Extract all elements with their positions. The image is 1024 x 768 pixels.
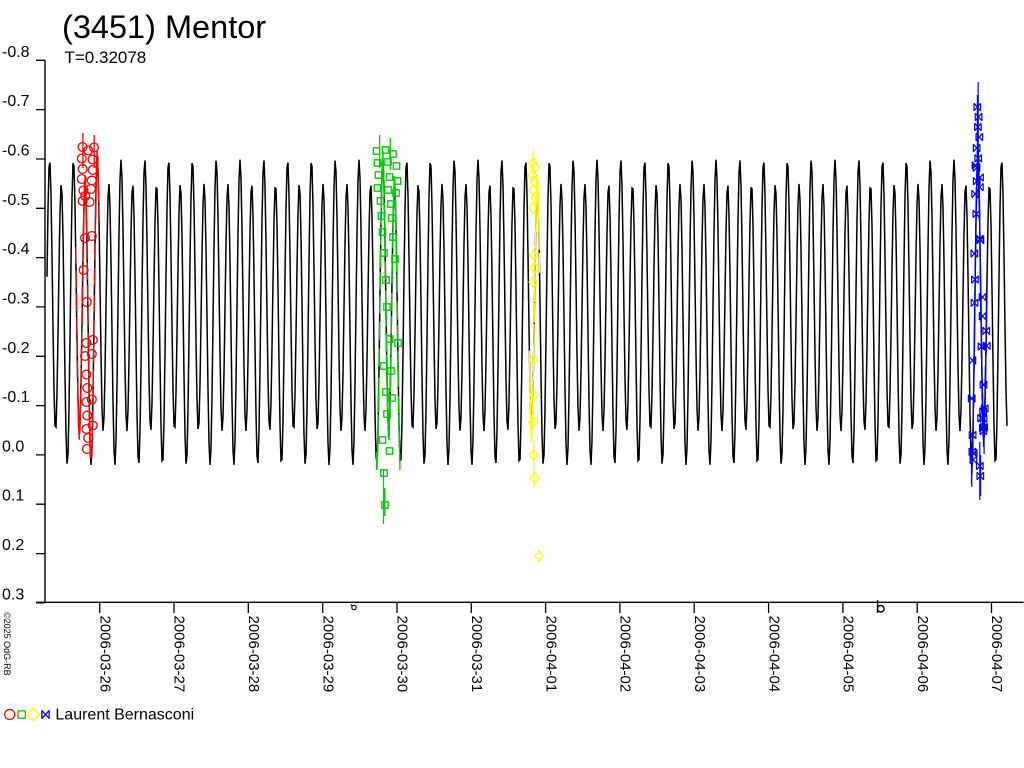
svg-text:Laurent Bernasconi: Laurent Bernasconi: [55, 707, 194, 724]
svg-text:2006-03-27: 2006-03-27: [171, 616, 188, 693]
svg-text:©2025 OdG-RB: ©2025 OdG-RB: [2, 612, 12, 676]
svg-text:0.3: 0.3: [2, 586, 24, 603]
svg-text:2006-04-01: 2006-04-01: [542, 616, 559, 693]
svg-text:-0.4: -0.4: [2, 241, 30, 258]
svg-text:-0.2: -0.2: [2, 340, 30, 357]
svg-text:2006-04-04: 2006-04-04: [765, 616, 782, 693]
svg-text:2006-03-31: 2006-03-31: [468, 616, 485, 693]
svg-text:2006-03-29: 2006-03-29: [319, 616, 336, 693]
svg-text:-0.8: -0.8: [2, 44, 30, 61]
svg-text:2006-03-26: 2006-03-26: [96, 616, 113, 693]
svg-text:-0.6: -0.6: [2, 143, 30, 160]
svg-text:-0.1: -0.1: [2, 389, 30, 406]
svg-text:0.0: 0.0: [2, 438, 24, 455]
svg-text:T=0.32078: T=0.32078: [65, 48, 147, 67]
svg-text:2006-04-07: 2006-04-07: [988, 616, 1005, 693]
svg-text:2006-03-30: 2006-03-30: [394, 616, 411, 693]
svg-text:0.1: 0.1: [2, 488, 24, 505]
svg-text:-0.5: -0.5: [2, 192, 30, 209]
svg-text:2006-04-03: 2006-04-03: [691, 616, 708, 693]
svg-text:-0.7: -0.7: [2, 93, 30, 110]
svg-text:2006-03-28: 2006-03-28: [245, 616, 262, 693]
svg-text:0.2: 0.2: [2, 537, 24, 554]
svg-text:2006-04-06: 2006-04-06: [914, 616, 931, 693]
svg-text:-0.3: -0.3: [2, 290, 30, 307]
svg-text:2006-04-05: 2006-04-05: [840, 616, 857, 693]
svg-text:(3451) Mentor: (3451) Mentor: [62, 9, 266, 45]
svg-text:2006-04-02: 2006-04-02: [617, 616, 634, 693]
